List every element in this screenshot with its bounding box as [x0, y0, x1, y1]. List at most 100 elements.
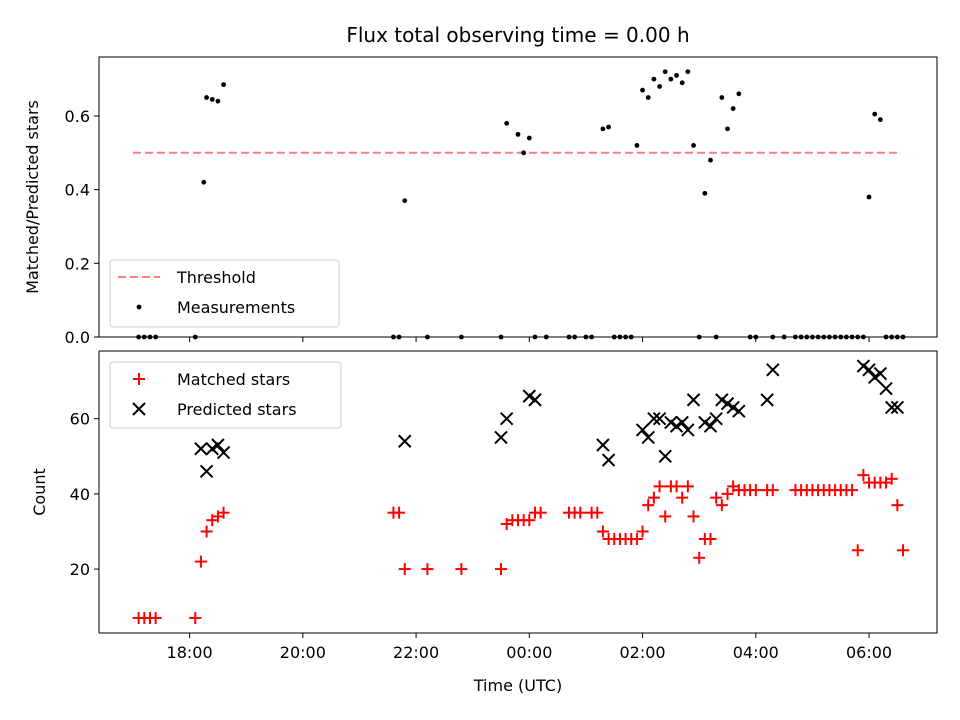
predicted-star-point	[664, 415, 678, 430]
measurement-point	[730, 106, 736, 111]
matched-star-point	[495, 563, 508, 576]
measurement-point	[651, 76, 657, 82]
measurement-point	[702, 190, 708, 196]
predicted-star-point	[499, 411, 514, 426]
predicted-star-point	[698, 415, 712, 430]
matched-star-point	[636, 525, 649, 538]
predicted-star-point	[635, 423, 650, 437]
bottom-x-tick-label: 18:00	[167, 643, 213, 662]
predicted-star-point	[596, 438, 610, 452]
matched-star-point	[681, 480, 694, 493]
predicted-star-point	[766, 363, 780, 377]
measurement-point	[674, 73, 679, 78]
matched-star-point	[659, 510, 672, 523]
measurement-point	[662, 69, 668, 75]
predicted-star-point	[205, 442, 219, 456]
measurement-point	[668, 76, 674, 82]
matched-star-point	[647, 491, 660, 504]
predicted-star-point	[720, 396, 735, 411]
matched-star-point	[693, 551, 706, 564]
matched-star-point	[704, 533, 717, 545]
predicted-star-point	[669, 419, 684, 433]
predicted-star-point	[528, 393, 542, 407]
matched-star-point	[897, 544, 910, 557]
predicted-star-point	[686, 393, 701, 407]
matched-star-point	[534, 506, 547, 519]
legend-measurements-label: Measurements	[177, 298, 295, 317]
predicted-star-point	[862, 363, 876, 377]
predicted-star-point	[681, 423, 695, 437]
matched-star-point	[715, 499, 728, 512]
predicted-star-point	[601, 453, 616, 467]
top-x-ticks	[189, 337, 870, 342]
legend-measurements-swatch	[136, 304, 142, 310]
measurement-point	[201, 179, 207, 185]
measurement-point	[515, 131, 521, 137]
measurement-point	[685, 69, 691, 75]
matched-star-point	[523, 514, 536, 527]
predicted-star-point	[494, 430, 508, 445]
matched-star-point	[630, 533, 643, 545]
matched-star-point	[749, 484, 762, 497]
predicted-star-point	[199, 464, 214, 479]
measurement-point	[866, 194, 872, 200]
measurement-point	[708, 157, 713, 163]
matched-star-point	[851, 544, 864, 557]
legend-threshold-label: Threshold	[176, 268, 256, 287]
predicted-star-point	[194, 442, 208, 456]
matched-star-point	[710, 491, 723, 504]
top-y-tick-label: 0.6	[65, 107, 90, 126]
predicted-star-point	[715, 393, 729, 407]
top-axes-frame	[98, 56, 938, 338]
matched-star-point	[891, 499, 904, 512]
measurement-point	[877, 117, 883, 123]
matched-star-point	[676, 491, 689, 504]
predicted-star-point	[522, 389, 537, 403]
bottom-x-axis-label: Time (UTC)	[473, 676, 562, 695]
legend-predicted-swatch	[132, 402, 146, 416]
predicted-star-point	[216, 445, 231, 460]
matched-star-point	[642, 499, 655, 512]
predicted-star-point	[732, 404, 746, 418]
bottom-legend-box	[109, 361, 342, 429]
matched-star-point	[687, 510, 700, 523]
bottom-data-layer	[132, 359, 910, 624]
bottom-y-axis-label: Count	[30, 468, 49, 516]
measurement-point	[719, 95, 725, 100]
top-y-tick-label: 0.4	[65, 181, 90, 200]
predicted-star-point	[873, 366, 888, 381]
measurement-point	[679, 80, 685, 86]
measurement-point	[640, 87, 645, 93]
matched-star-point	[149, 611, 162, 624]
bottom-x-ticks: 18:00 20:00 22:00 00:00 02:00 04:00 06:00	[167, 633, 892, 662]
predicted-star-point	[398, 434, 412, 448]
measurement-point	[215, 98, 221, 104]
matched-star-point	[398, 563, 411, 576]
bottom-axes-frame	[98, 350, 938, 634]
top-y-axis-label: Matched/Predicted stars	[23, 100, 42, 294]
predicted-star-point	[703, 419, 718, 433]
measurement-point	[606, 124, 611, 130]
top-y-tick-label: 0.2	[65, 254, 90, 273]
measurement-point	[402, 198, 408, 204]
predicted-star-point	[658, 449, 672, 463]
matched-star-point	[721, 487, 734, 500]
predicted-star-point	[879, 381, 893, 396]
matched-star-point	[393, 506, 406, 519]
predicted-star-point	[760, 393, 774, 407]
measurement-point	[600, 126, 606, 132]
top-legend-box	[109, 259, 340, 328]
matched-star-point	[189, 611, 202, 624]
predicted-star-point	[652, 411, 667, 426]
top-y-ticks: 0.0 0.2 0.4 0.6	[65, 107, 99, 347]
measurement-point	[634, 143, 640, 148]
measurement-point	[736, 91, 742, 97]
top-y-tick-label: 0.0	[65, 328, 90, 347]
matched-star-point	[200, 525, 213, 538]
measurement-point	[645, 95, 651, 100]
measurement-point	[872, 111, 878, 117]
measurement-point	[504, 120, 510, 126]
bottom-legend: Matched stars Predicted stars	[109, 361, 342, 429]
